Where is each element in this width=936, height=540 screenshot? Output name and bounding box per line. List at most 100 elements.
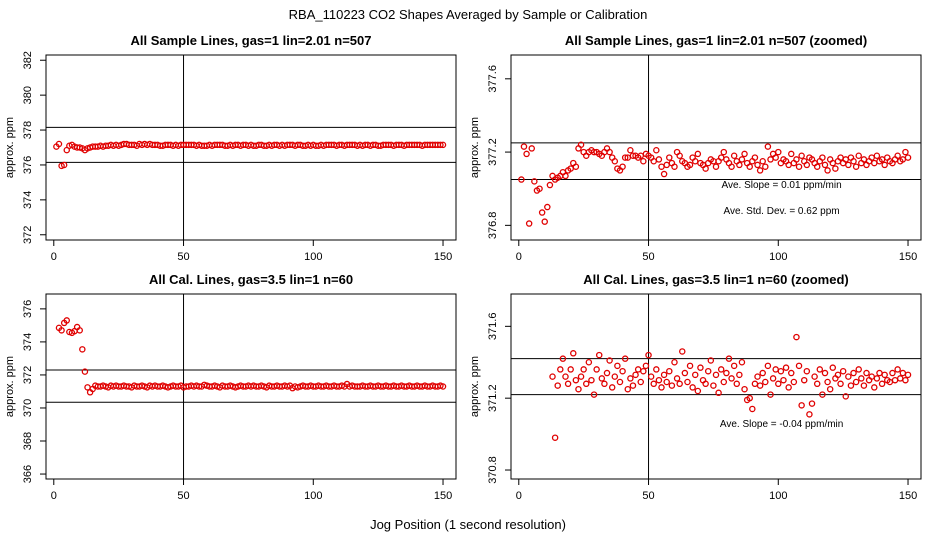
data-point xyxy=(634,366,642,373)
data-point xyxy=(751,154,759,161)
data-point xyxy=(603,369,611,377)
data-point xyxy=(559,355,567,362)
y-axis-label: approx. ppm xyxy=(469,356,481,417)
data-point xyxy=(826,385,834,393)
data-point xyxy=(795,163,803,170)
data-point xyxy=(746,394,753,402)
data-point xyxy=(730,152,738,159)
x-tick-label: 50 xyxy=(177,251,189,263)
data-point xyxy=(619,163,626,170)
plot-frame xyxy=(45,54,457,241)
data-point xyxy=(725,355,733,362)
y-tick-label: 374 xyxy=(22,191,34,209)
y-tick-label: 372 xyxy=(22,226,34,244)
x-tick-label: 0 xyxy=(516,251,522,263)
data-point xyxy=(800,376,808,384)
x-tick-label: 100 xyxy=(304,251,322,263)
data-point xyxy=(873,152,881,159)
data-point xyxy=(439,141,447,149)
y-axis-label: approx. ppm xyxy=(4,117,16,178)
data-point xyxy=(666,367,673,375)
data-point xyxy=(707,357,715,364)
data-point xyxy=(606,148,613,156)
data-point xyxy=(819,154,826,161)
data-point xyxy=(821,161,829,169)
data-point xyxy=(621,154,629,161)
data-point xyxy=(689,384,696,391)
data-point xyxy=(627,146,634,154)
data-point xyxy=(845,373,852,380)
data-point xyxy=(606,357,613,364)
data-point xyxy=(728,163,735,170)
x-tick-label: 0 xyxy=(51,490,57,502)
data-point xyxy=(808,400,816,407)
data-point xyxy=(595,351,603,359)
panel-3: All Cal. Lines, gas=3.5 lin=1 n=60 0 50 100… xyxy=(4,272,457,502)
panel-title: All Cal. Lines, gas=3.5 lin=1 n=60 xyxy=(149,272,353,287)
data-point xyxy=(811,373,818,380)
data-point xyxy=(876,369,883,377)
data-point xyxy=(621,355,629,362)
data-point xyxy=(549,373,556,380)
data-point xyxy=(76,327,83,334)
data-point xyxy=(899,369,907,377)
data-point xyxy=(671,359,678,366)
x-tick-label: 150 xyxy=(434,490,452,502)
y-tick-label: 376.8 xyxy=(487,212,499,240)
data-point xyxy=(538,209,546,216)
data-point xyxy=(891,376,899,384)
data-point xyxy=(878,380,886,388)
data-point xyxy=(772,154,779,161)
data-point xyxy=(754,161,761,169)
data-point xyxy=(653,366,660,373)
y-axis-label: approx. ppm xyxy=(469,117,481,178)
data-point xyxy=(572,163,580,170)
data-point xyxy=(608,384,616,391)
data-point xyxy=(863,369,870,377)
data-point xyxy=(850,369,857,377)
data-point xyxy=(679,348,686,355)
data-point xyxy=(655,156,663,163)
data-point xyxy=(63,317,71,324)
data-point xyxy=(588,376,595,384)
y-tick-label: 377.6 xyxy=(487,65,499,93)
data-point xyxy=(852,378,860,386)
data-point xyxy=(904,154,912,161)
data-point xyxy=(902,376,909,384)
data-point xyxy=(640,157,647,165)
data-point xyxy=(788,369,795,377)
data-point xyxy=(806,411,813,418)
data-point xyxy=(858,375,865,382)
data-point xyxy=(580,366,587,373)
data-point xyxy=(624,385,632,393)
panel-annotation: Ave. Std. Dev. = 0.62 ppm xyxy=(724,206,840,217)
data-point xyxy=(738,359,746,366)
panel-title: All Sample Lines, gas=1 lin=2.01 n=507 (… xyxy=(565,33,867,48)
x-tick-label: 150 xyxy=(899,490,917,502)
data-point xyxy=(691,371,699,379)
data-point xyxy=(79,346,86,353)
data-point xyxy=(694,387,702,395)
data-point xyxy=(824,378,831,386)
panel-2: All Sample Lines, gas=1 lin=2.01 n=507 (… xyxy=(469,33,922,263)
y-axis-label: approx. ppm xyxy=(4,356,16,417)
data-point xyxy=(793,156,800,163)
data-point xyxy=(821,369,829,377)
data-point xyxy=(803,161,811,169)
data-point xyxy=(855,366,862,373)
y-tick-label: 366 xyxy=(22,465,34,483)
x-tick-label: 50 xyxy=(642,490,654,502)
plot-frame xyxy=(45,293,457,480)
data-point xyxy=(902,148,909,156)
y-tick-label: 374 xyxy=(22,333,34,351)
data-point xyxy=(762,163,769,170)
data-point xyxy=(803,367,811,375)
panel-1: All Sample Lines, gas=1 lin=2.01 n=507 0 5… xyxy=(4,33,457,263)
data-point xyxy=(528,145,536,152)
plot-frame xyxy=(510,293,922,480)
data-point xyxy=(782,364,790,371)
x-tick-label: 50 xyxy=(642,251,654,263)
data-point xyxy=(642,362,650,370)
data-point xyxy=(749,405,756,413)
data-point xyxy=(717,366,725,373)
